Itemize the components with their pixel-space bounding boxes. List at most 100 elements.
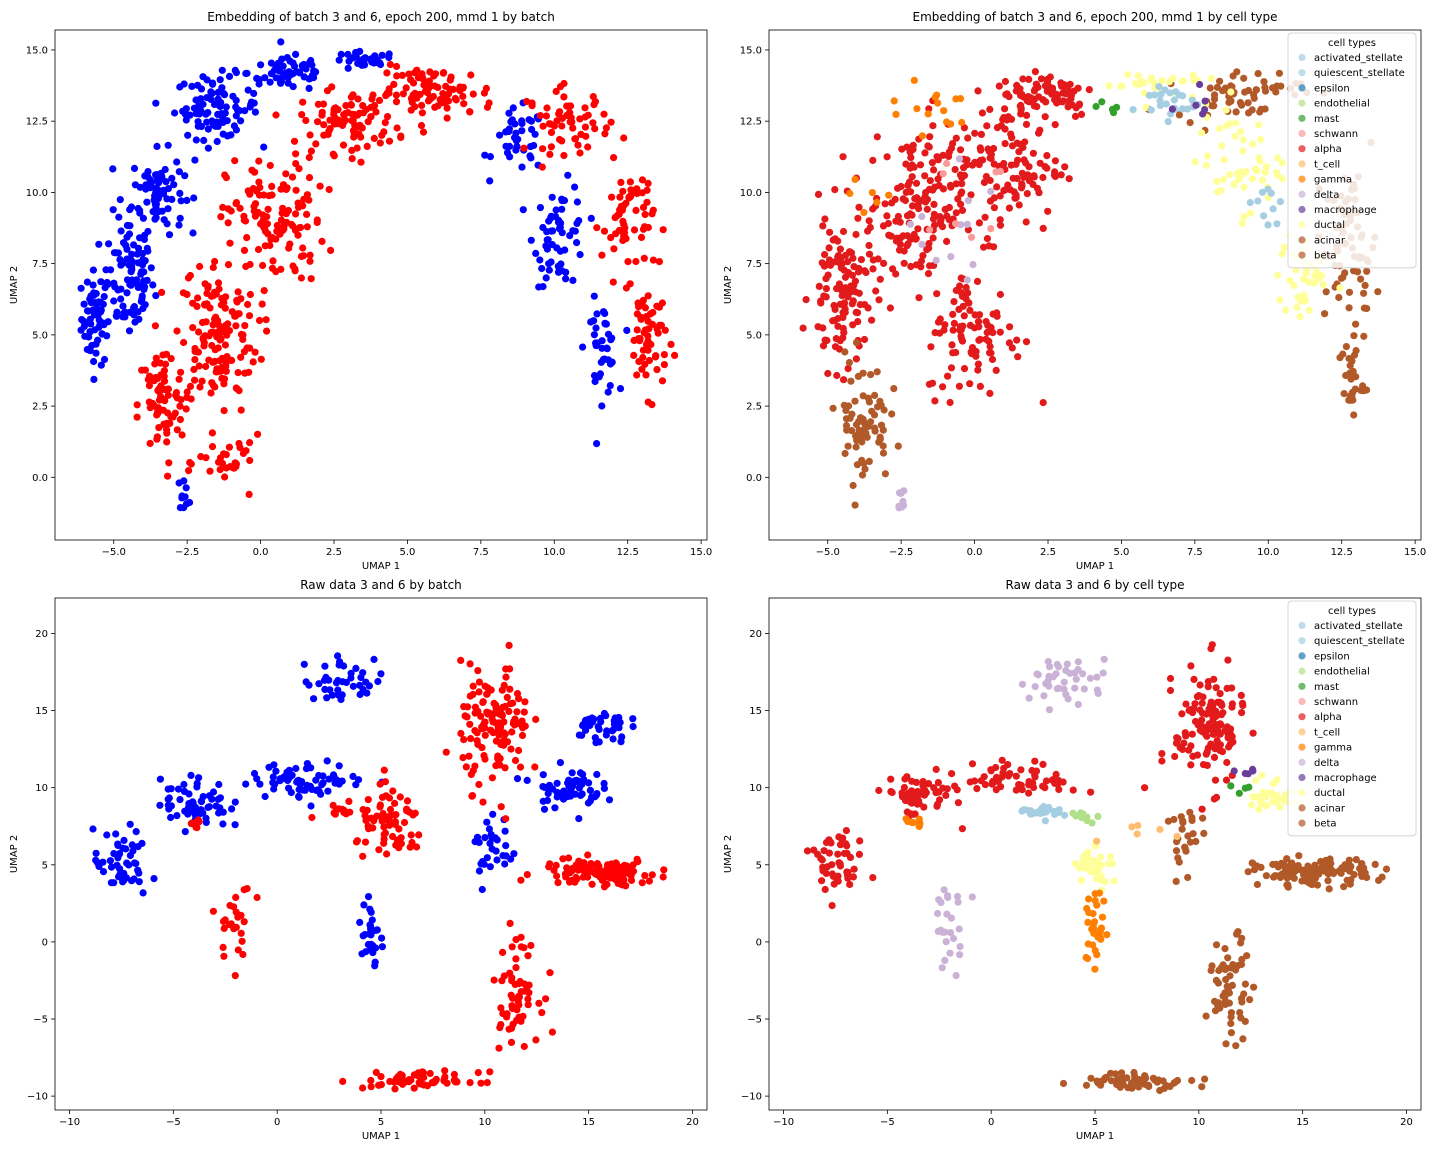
scatter-point [312, 140, 320, 148]
scatter-point [1286, 871, 1294, 879]
scatter-point [1017, 106, 1025, 114]
scatter-point [996, 290, 1004, 299]
scatter-point [195, 818, 203, 826]
scatter-point [315, 680, 323, 688]
scatter-point [949, 326, 957, 334]
scatter-point [359, 806, 367, 814]
scatter-point [850, 263, 858, 271]
scatter-point [220, 952, 228, 960]
scatter-point [251, 108, 259, 116]
scatter-point [502, 665, 510, 673]
scatter-points [799, 68, 1382, 512]
scatter-point [852, 230, 860, 239]
scatter-point [1055, 663, 1063, 671]
scatter-point [366, 942, 374, 950]
scatter-point [1140, 79, 1148, 87]
scatter-point [1216, 1004, 1224, 1012]
scatter-point [1044, 658, 1052, 666]
scatter-point [904, 817, 912, 826]
scatter-point [232, 112, 240, 120]
scatter-point [1034, 671, 1042, 679]
scatter-point [204, 125, 212, 133]
legend-marker [1298, 621, 1306, 630]
scatter-point [591, 125, 599, 133]
scatter-point [381, 119, 389, 127]
scatter-point [985, 242, 993, 250]
scatter-point [1156, 96, 1164, 104]
scatter-point [552, 861, 560, 869]
scatter-point [955, 155, 964, 163]
scatter-point [931, 329, 939, 337]
scatter-point [200, 136, 208, 144]
scatter-point [161, 360, 170, 368]
scatter-point [507, 1038, 516, 1046]
scatter-point [287, 788, 295, 797]
scatter-point [1158, 77, 1166, 85]
scatter-point [512, 964, 520, 972]
scatter-point [560, 151, 568, 160]
scatter-point [881, 470, 889, 478]
scatter-point [671, 351, 679, 359]
scatter-point [897, 234, 905, 242]
scatter-point [195, 110, 203, 118]
scatter-point [993, 183, 1001, 191]
scatter-point [1248, 106, 1256, 114]
scatter-point [1170, 96, 1178, 104]
scatter-point [413, 843, 421, 851]
scatter-point [151, 360, 159, 368]
scatter-point [239, 950, 247, 959]
scatter-point [431, 103, 439, 111]
scatter-point [292, 764, 300, 773]
scatter-point [660, 361, 669, 369]
scatter-point [854, 431, 862, 439]
scatter-point [292, 186, 300, 194]
scatter-point [92, 849, 100, 857]
scatter-point [1255, 154, 1263, 162]
scatter-point [1022, 338, 1031, 346]
scatter-point [576, 149, 584, 157]
x-tick-label: −2.5 [889, 547, 913, 558]
scatter-point [206, 792, 214, 800]
scatter-point [321, 662, 329, 670]
scatter-point [103, 278, 111, 287]
scatter-point [877, 401, 885, 409]
scatter-point [250, 99, 258, 107]
scatter-point [260, 287, 268, 295]
scatter-point [1216, 741, 1224, 749]
scatter-point [367, 1076, 375, 1085]
scatter-point [1094, 933, 1102, 941]
scatter-point [498, 686, 506, 694]
scatter-point [892, 217, 900, 225]
scatter-point [1187, 761, 1195, 769]
scatter-point [1240, 213, 1248, 221]
scatter-point [620, 134, 628, 142]
scatter-point [1014, 353, 1022, 361]
scatter-point [963, 276, 971, 284]
scatter-point [869, 156, 877, 164]
scatter-point [159, 406, 167, 414]
scatter-point [517, 988, 525, 996]
scatter-point [415, 831, 423, 839]
scatter-point [923, 205, 931, 213]
scatter-point [833, 371, 841, 380]
scatter-point [839, 227, 848, 236]
scatter-point [231, 972, 239, 980]
scatter-point [547, 128, 556, 136]
scatter-point [1378, 873, 1386, 881]
scatter-point [918, 212, 926, 221]
scatter-point [506, 919, 514, 927]
scatter-point [316, 182, 324, 190]
scatter-point [906, 164, 914, 172]
scatter-point [1041, 784, 1049, 792]
scatter-point [532, 1036, 540, 1044]
scatter-point [1309, 879, 1317, 887]
scatter-point [190, 365, 198, 374]
scatter-point [155, 385, 163, 393]
scatter-point [1345, 396, 1353, 404]
scatter-point [1198, 1083, 1206, 1091]
scatter-point [865, 241, 873, 250]
scatter-point [151, 322, 159, 330]
scatter-point [868, 316, 876, 324]
scatter-point [306, 251, 314, 259]
scatter-point [840, 329, 848, 337]
